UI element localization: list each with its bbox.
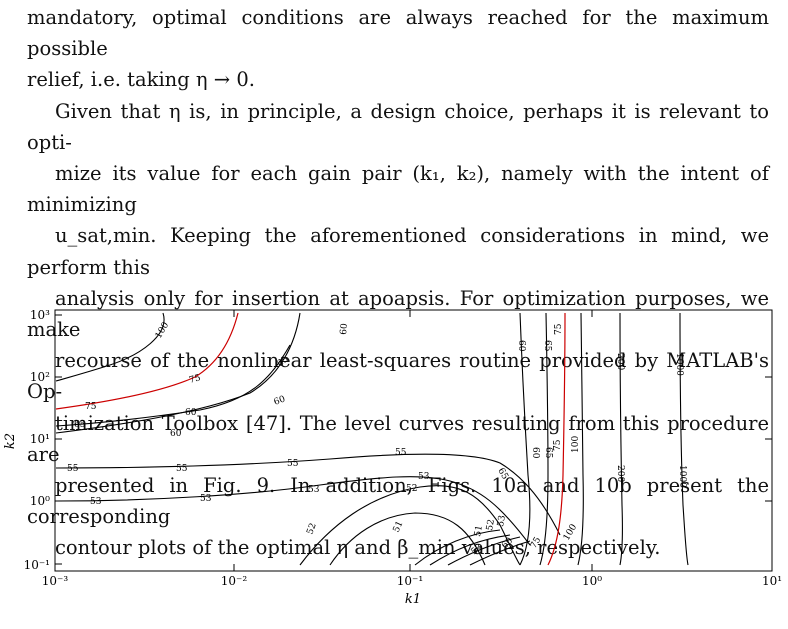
contour-55 xyxy=(55,453,561,536)
text-line: analysis only for insertion at apoapsis.… xyxy=(27,286,769,342)
y-tick-label: 10¹ xyxy=(30,432,50,446)
contour-label: 75 xyxy=(85,402,97,412)
contour-label: 1000 xyxy=(677,465,687,488)
text-line: contour plots of the optimal η and β_min… xyxy=(55,536,661,560)
contour-label: 60 xyxy=(170,429,182,439)
contour-label: 55 xyxy=(67,464,79,474)
contour-100 xyxy=(55,312,165,382)
text-line: mandatory, optimal conditions are always… xyxy=(27,6,769,61)
contour-55b xyxy=(469,540,531,566)
contour-label: 75 xyxy=(553,439,563,451)
contour-label: 75 xyxy=(554,323,564,335)
contour-label: 55 xyxy=(395,448,407,458)
contour-label: 1000 xyxy=(674,353,684,376)
contour-label: 65 xyxy=(543,447,553,459)
contour-label: 60 xyxy=(185,408,197,418)
contour-label: 75 xyxy=(188,373,202,386)
plot-frame xyxy=(54,309,773,572)
contour-label: 55 xyxy=(287,459,299,469)
x-axis xyxy=(54,310,773,571)
contour-label: 55 xyxy=(176,464,188,474)
y-tick-label: 10⁰ xyxy=(30,494,50,508)
paragraph-2: Given that η is, in principle, a design … xyxy=(27,96,769,564)
text-line: timization Toolbox [47]. The level curve… xyxy=(27,411,769,466)
contour-label-group: 100 60 65 75 75 65 60 60 60 55 55 55 55 … xyxy=(67,320,687,557)
contour-label: 53 xyxy=(308,485,320,495)
contour-label: 53 xyxy=(418,472,430,482)
contour-label: 60 xyxy=(516,340,526,352)
contour-1000 xyxy=(679,312,689,566)
contour-label: 75 xyxy=(529,535,544,550)
contour-figure: 10⁻³ 10⁻² 10⁻¹ 10⁰ 10¹ k1 10³ 10² 10¹ 10… xyxy=(0,305,788,625)
x-axis-label: k1 xyxy=(405,592,421,607)
contour-60-left xyxy=(55,312,301,434)
y-tick-label: 10⁻¹ xyxy=(24,558,50,572)
contour-60-right xyxy=(519,312,531,566)
contour-label: 200 xyxy=(615,353,625,370)
contour-label: 200 xyxy=(615,465,625,482)
contour-75-left xyxy=(55,312,239,410)
y-tick-label: 10² xyxy=(30,370,50,384)
contour-label: 60 xyxy=(339,323,350,336)
contour-label: 52 xyxy=(305,522,318,536)
contour-label: 60 xyxy=(273,394,287,407)
contour-100-right xyxy=(577,312,584,566)
x-tick-label: 10¹ xyxy=(762,574,782,588)
contour-label: 52 xyxy=(406,484,417,494)
x-tick-label: 10⁻² xyxy=(221,574,248,588)
y-axis-label: k2 xyxy=(3,433,18,449)
text-line: relief, i.e. taking η → 0. xyxy=(27,68,255,92)
text-line: presented in Fig. 9. In addition, Figs. … xyxy=(27,474,769,529)
text-line: mize its value for each gain pair (k₁, k… xyxy=(27,162,769,217)
contour-label: 100 xyxy=(571,436,581,453)
contour-65-right xyxy=(539,312,549,566)
contour-75-red xyxy=(55,312,566,566)
y-tick-label: 10³ xyxy=(30,308,50,322)
contour-label: 65 xyxy=(542,340,552,352)
contour-label: 53 xyxy=(496,514,508,527)
contour-52 xyxy=(299,485,521,566)
contour-52b xyxy=(429,534,511,566)
text-line: Given that η is, in principle, a design … xyxy=(27,99,769,154)
contour-label: 52 xyxy=(485,519,497,532)
x-tick-label: 10⁻¹ xyxy=(397,574,423,588)
contour-plot: 10⁻³ 10⁻² 10⁻¹ 10⁰ 10¹ k1 10³ 10² 10¹ 10… xyxy=(3,308,782,607)
contour-label: 53 xyxy=(200,494,212,504)
contour-label: 100 xyxy=(154,320,171,340)
contour-label: 60 xyxy=(500,536,515,551)
y-tick-labels: 10³ 10² 10¹ 10⁰ 10⁻¹ xyxy=(24,308,51,572)
contour-label: 51 xyxy=(392,520,406,535)
contour-65-left xyxy=(55,344,291,427)
y-axis xyxy=(55,314,772,565)
contour-200 xyxy=(619,312,623,566)
body-text: mandatory, optimal conditions are always… xyxy=(27,2,769,564)
paragraph-1: mandatory, optimal conditions are always… xyxy=(27,2,769,96)
contour-lines xyxy=(55,312,689,566)
contour-label: 53 xyxy=(90,497,102,507)
contour-75-right xyxy=(547,312,566,566)
contour-label: 60 xyxy=(530,447,540,459)
contour-label: 65 xyxy=(276,354,291,369)
contour-53 xyxy=(55,476,531,546)
contour-51b xyxy=(414,529,501,566)
text-line: u_sat,min. Keeping the aforementioned co… xyxy=(27,224,769,279)
contour-label: 65 xyxy=(74,420,86,430)
contour-53b xyxy=(447,536,521,566)
x-tick-label: 10⁰ xyxy=(582,574,602,588)
contour-label: 100 xyxy=(562,522,579,542)
contour-label: 51 xyxy=(473,525,485,538)
text-line: recourse of the nonlinear least-squares … xyxy=(27,349,769,404)
x-tick-label: 10⁻³ xyxy=(42,574,69,588)
x-tick-labels: 10⁻³ 10⁻² 10⁻¹ 10⁰ 10¹ xyxy=(42,574,782,588)
